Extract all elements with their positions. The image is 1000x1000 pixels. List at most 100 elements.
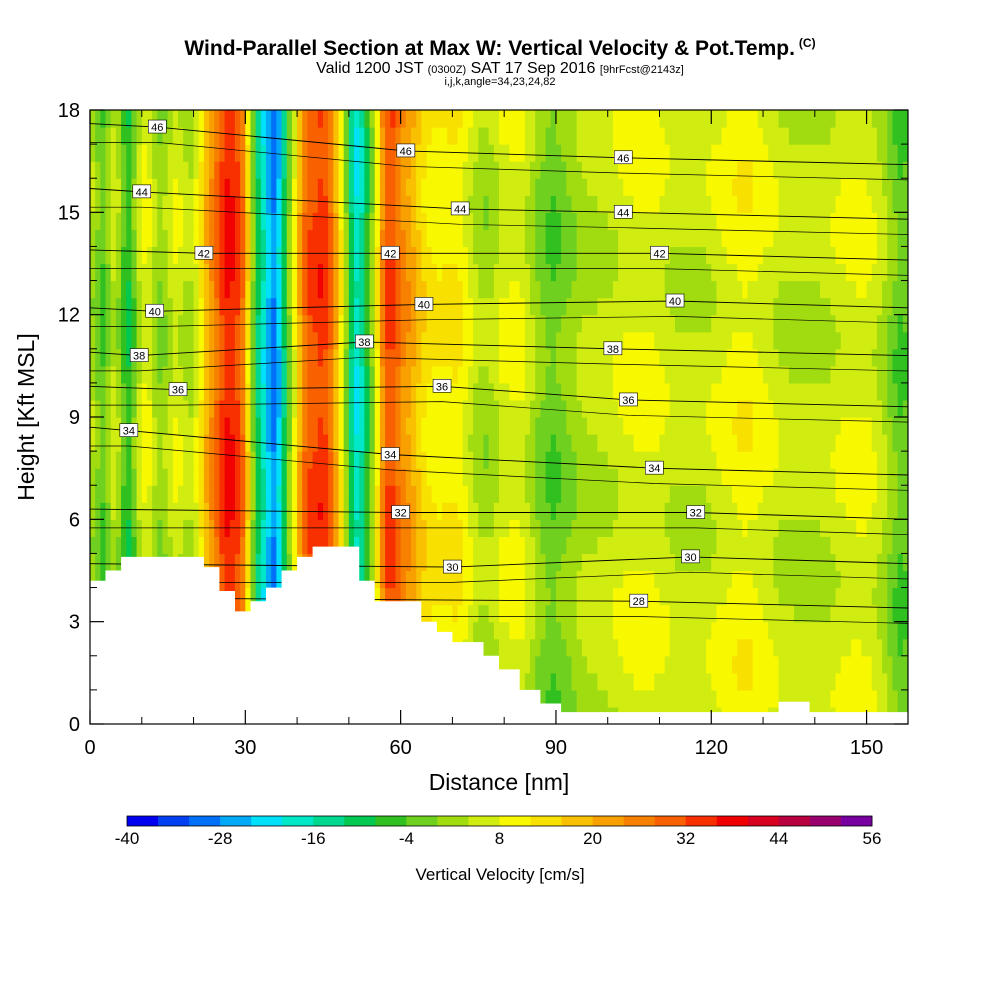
velocity-cell [783,536,790,555]
velocity-cell [602,638,609,657]
velocity-cell [550,297,557,316]
velocity-cell [768,434,774,452]
velocity-cell [768,382,774,401]
velocity-cell [669,195,676,213]
velocity-cell [121,263,127,282]
velocity-cell [90,485,96,503]
velocity-cell [545,127,552,145]
velocity-cell [183,127,189,145]
velocity-cell [364,314,371,333]
velocity-cell [286,451,293,469]
velocity-cell [659,485,666,503]
velocity-cell [493,485,500,503]
velocity-cell [467,365,474,384]
velocity-cell [669,502,676,520]
velocity-cell [209,536,215,555]
velocity-cell [152,536,158,555]
velocity-cell [618,127,624,145]
velocity-cell [291,144,298,162]
velocity-cell [773,331,780,350]
velocity-cell [266,263,272,282]
velocity-cell [483,434,490,452]
velocity-cell [400,297,407,316]
velocity-cell [250,485,257,503]
velocity-cell [354,144,360,162]
velocity-cell [690,144,697,162]
velocity-cell [467,604,474,623]
velocity-cell [742,587,749,606]
velocity-cell [519,655,526,674]
velocity-cell [799,382,806,401]
velocity-cell [260,246,267,265]
velocity-cell [561,689,567,708]
velocity-cell [359,178,365,196]
velocity-cell [328,331,334,350]
velocity-cell [493,587,500,606]
velocity-cell [281,553,288,572]
velocity-cell [700,263,707,282]
velocity-cell [680,348,686,367]
velocity-cell [592,689,598,708]
velocity-cell [436,365,443,384]
velocity-cell [519,127,526,145]
velocity-cell [731,382,738,401]
velocity-cell [136,297,143,316]
velocity-cell [286,297,293,316]
velocity-cell [763,604,769,623]
velocity-cell [643,399,650,418]
velocity-cell [649,127,655,145]
velocity-cell [297,399,303,418]
velocity-cell [597,451,604,469]
velocity-cell [286,246,293,265]
velocity-cell [260,263,267,282]
velocity-cell [669,263,676,282]
velocity-cell [752,417,759,435]
velocity-cell [675,331,681,350]
velocity-cell [706,621,712,640]
velocity-cell [799,417,806,435]
velocity-cell [721,127,728,145]
velocity-cell [224,331,231,350]
velocity-cell [214,331,221,350]
velocity-cell [540,485,547,503]
velocity-cell [519,195,526,213]
velocity-cell [317,365,324,384]
velocity-cell [643,689,650,708]
velocity-cell [731,553,738,572]
velocity-cell [462,280,469,299]
velocity-cell [100,417,107,435]
velocity-cell [499,468,505,486]
velocity-cell [638,621,645,640]
velocity-cell [343,246,350,265]
velocity-cell [214,485,221,503]
velocity-cell [545,314,552,333]
velocity-cell [742,212,749,230]
velocity-cell [695,587,702,606]
velocity-cell [271,348,277,367]
velocity-cell [462,536,469,555]
velocity-cell [473,195,479,213]
velocity-cell [302,314,309,333]
velocity-cell [587,178,593,196]
velocity-cell [804,417,811,435]
velocity-cell [90,502,96,520]
velocity-cell [509,502,516,520]
velocity-cell [726,587,733,606]
velocity-cell [478,468,485,486]
velocity-cell [328,468,334,486]
velocity-cell [623,638,630,657]
velocity-cell [726,451,733,469]
velocity-cell [602,604,609,623]
velocity-cell [183,399,189,418]
velocity-cell [255,570,262,589]
velocity-cell [597,314,604,333]
velocity-cell [576,246,583,265]
velocity-cell [669,178,676,196]
velocity-cell [317,399,324,418]
velocity-cell [488,280,495,299]
velocity-cell [623,127,630,145]
velocity-cell [649,178,655,196]
velocity-cell [504,485,510,503]
velocity-cell [400,348,407,367]
velocity-cell [592,263,598,282]
